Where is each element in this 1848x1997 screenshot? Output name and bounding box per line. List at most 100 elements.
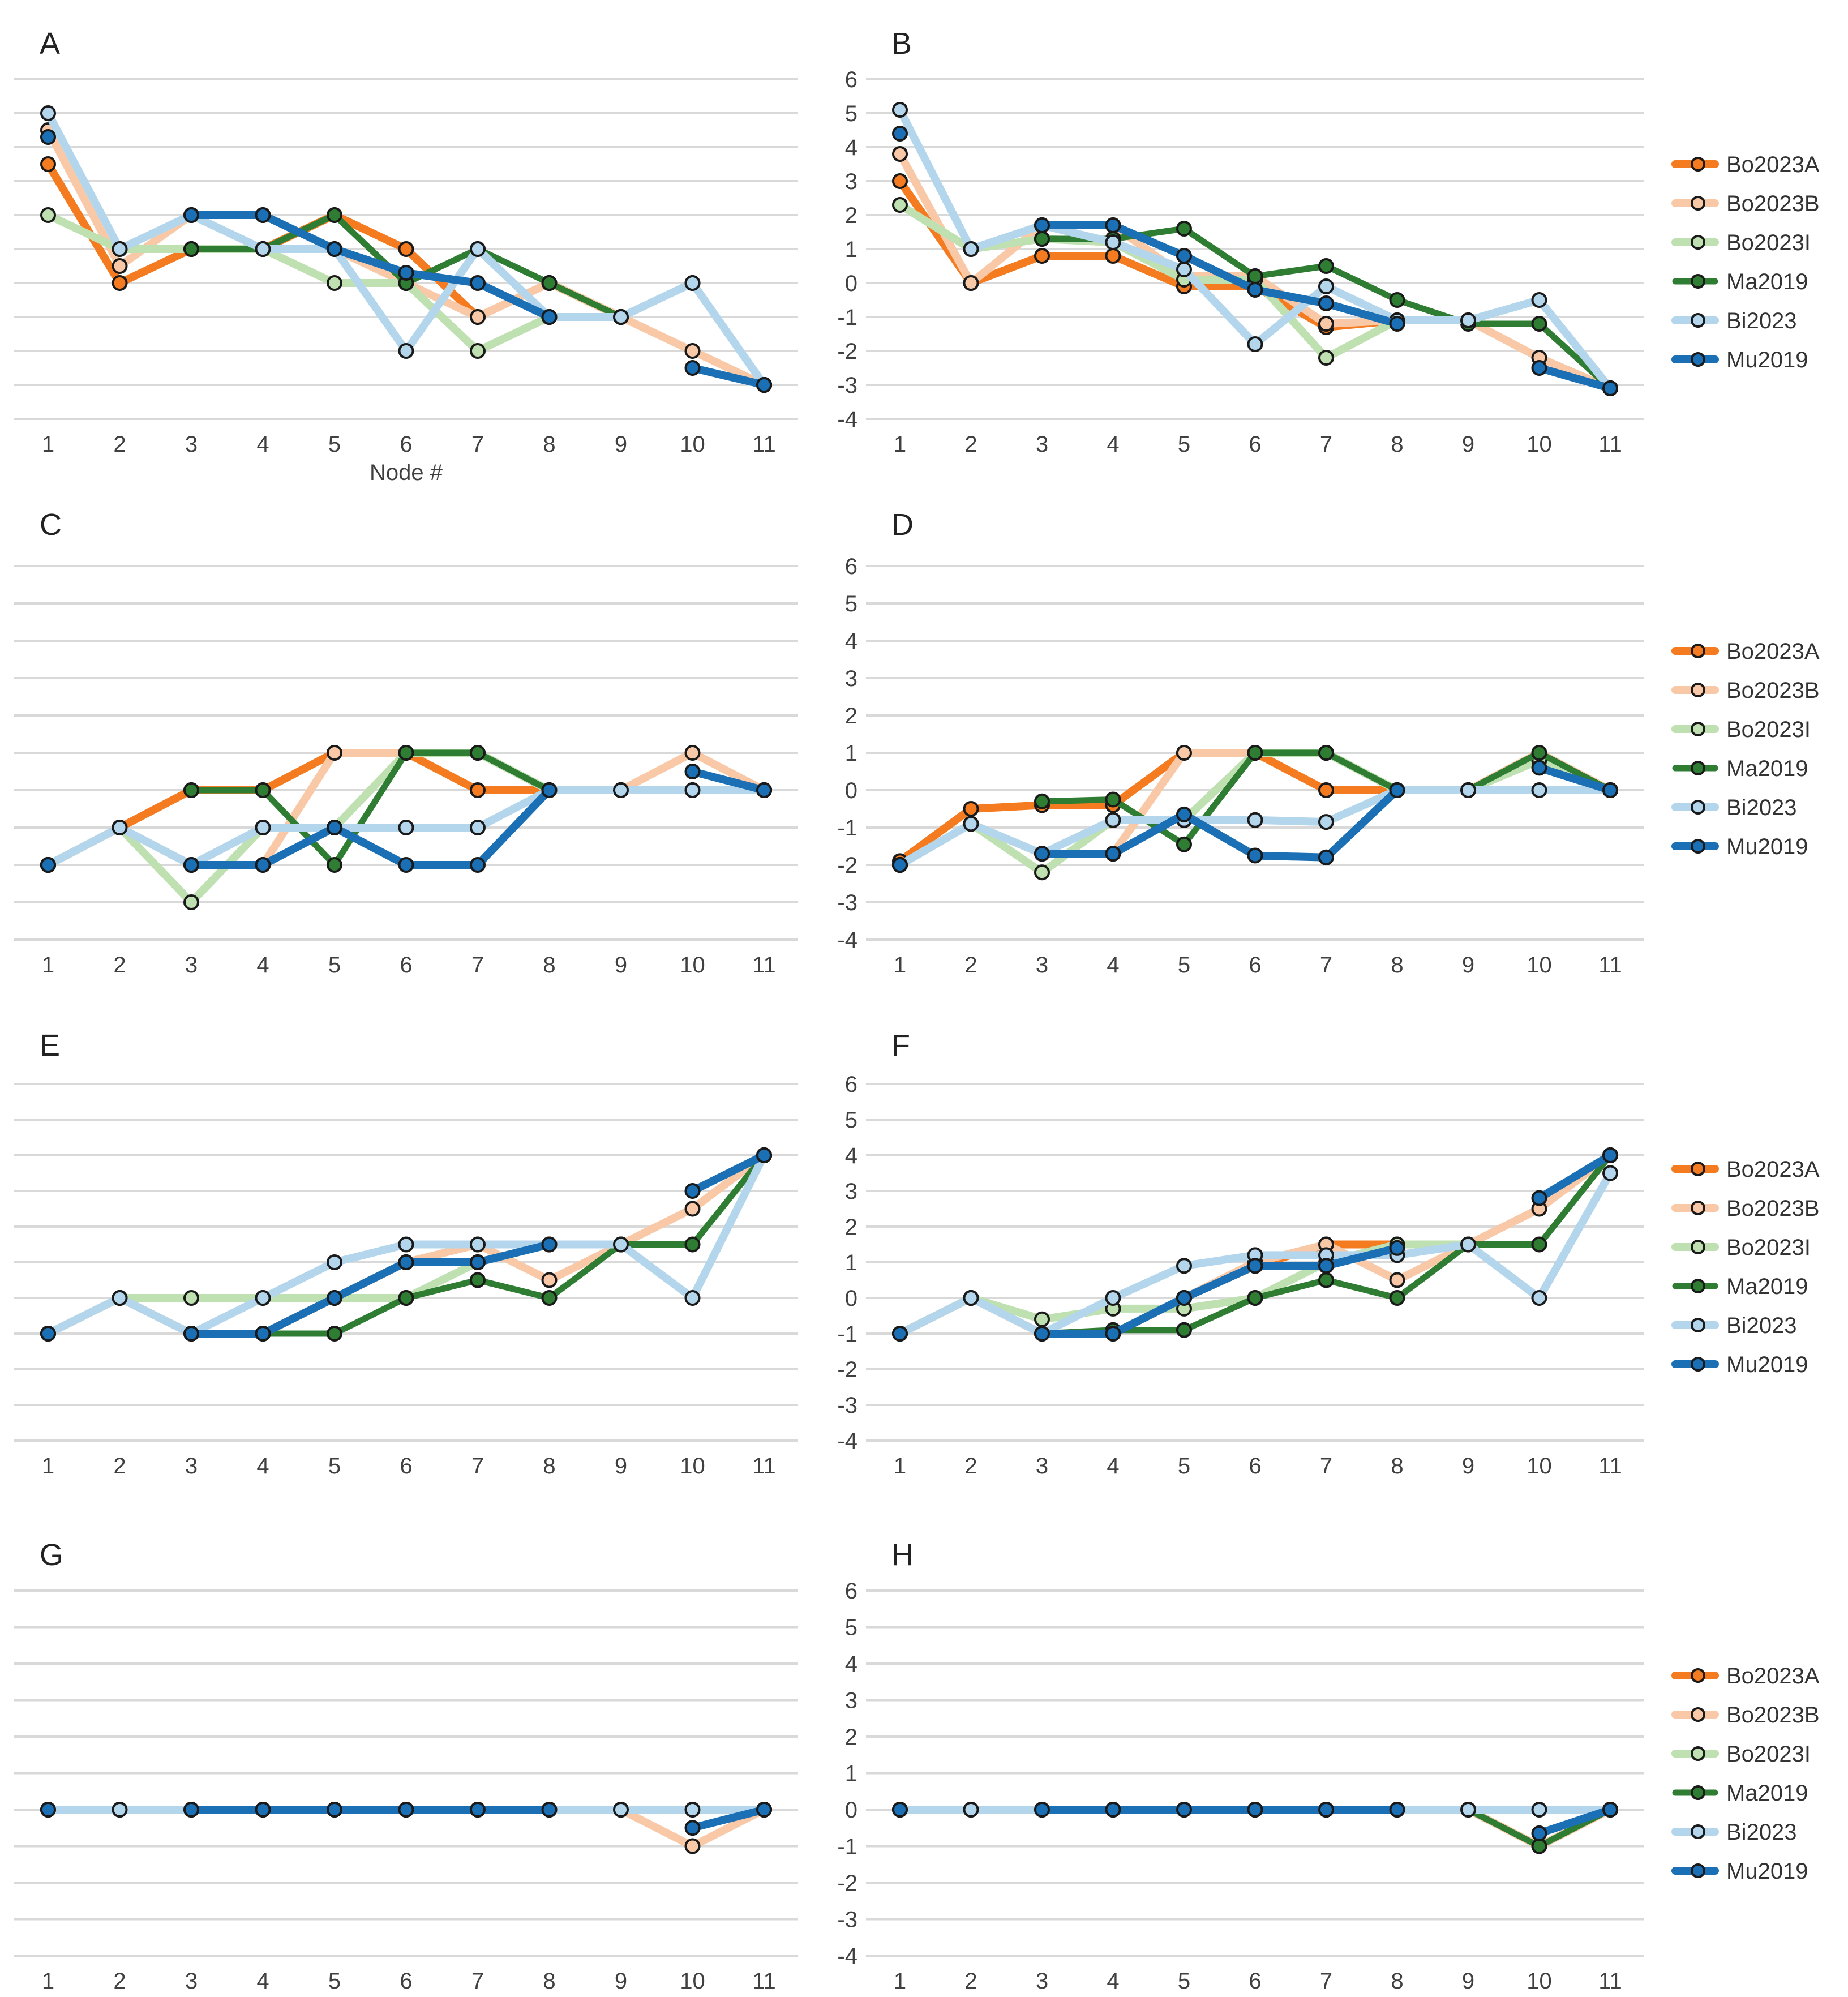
y-tick-label: 2 [845, 1215, 857, 1240]
panel-label: G [40, 1538, 63, 1572]
data-point [1247, 745, 1263, 761]
data-point [684, 1183, 701, 1199]
data-point [1176, 248, 1192, 264]
y-tick-label: 2 [845, 203, 857, 228]
data-point [327, 1326, 342, 1342]
data-point [1531, 1190, 1547, 1206]
panel-a: A 1 2 3 4 5 6 7 8 9 10 11 Node # [14, 27, 798, 485]
panel-label: B [891, 27, 912, 61]
legend-item: Bo2023I [1671, 230, 1811, 255]
data-point [327, 745, 342, 761]
x-tick-label: 4 [1107, 953, 1119, 978]
data-point [470, 1272, 486, 1288]
x-tick-label: 6 [400, 1454, 412, 1479]
x-tick-label: 8 [543, 432, 555, 457]
series-line [688, 768, 768, 794]
series-ma2019 [183, 207, 772, 393]
legend-marker [1691, 1357, 1705, 1372]
x-tick-label: 11 [752, 1454, 776, 1479]
data-point [1176, 745, 1192, 761]
data-point [541, 1290, 558, 1306]
data-point [183, 857, 199, 873]
legend-marker [1691, 761, 1705, 775]
y-tick-label: -4 [837, 1944, 857, 1969]
x-tick-label: 8 [543, 1969, 555, 1994]
x-tick-label: 3 [185, 953, 198, 978]
data-point [398, 857, 414, 873]
legend-marker [1691, 1863, 1705, 1878]
x-tick-label: 1 [42, 953, 54, 978]
series-line [188, 212, 768, 388]
y-tick-label: 1 [845, 1250, 857, 1275]
y-tick-label: 1 [845, 237, 857, 262]
legend-marker [1691, 274, 1705, 289]
data-point [1105, 1326, 1121, 1342]
data-point [892, 197, 908, 213]
data-point [613, 309, 629, 325]
x-tick-label: 5 [328, 1969, 341, 1994]
x-tick-label: 6 [400, 953, 412, 978]
data-point [1176, 806, 1192, 822]
x-tick-label: 11 [752, 432, 776, 457]
data-point [1531, 1838, 1547, 1854]
x-tick-label: 10 [1527, 1454, 1552, 1479]
series-line [1535, 364, 1614, 392]
series-line [1535, 1806, 1614, 1837]
data-point [470, 1236, 486, 1253]
data-point [1105, 217, 1121, 233]
data-point [398, 343, 414, 359]
data-point [1034, 1326, 1050, 1342]
data-point [398, 1290, 414, 1306]
legend-item: Bo2023A [1671, 152, 1820, 177]
x-tick-label: 10 [680, 1454, 705, 1479]
x-tick-label: 5 [1178, 1969, 1190, 1994]
y-tick-label: 0 [845, 1798, 857, 1823]
x-tick-label: 9 [1462, 1454, 1474, 1479]
x-tick-label: 7 [471, 953, 484, 978]
series-mu2019 [892, 126, 1618, 396]
x-tick-label: 3 [1036, 432, 1048, 457]
data-point [470, 820, 486, 835]
data-point [684, 1802, 701, 1818]
data-point [1176, 836, 1192, 852]
y-tick-label: 5 [845, 592, 857, 616]
data-point [40, 1802, 56, 1818]
data-point [1531, 292, 1547, 308]
series-line [1038, 786, 1401, 862]
data-point [963, 801, 979, 817]
data-point [470, 343, 486, 359]
y-tick-label: 1 [845, 1762, 857, 1786]
series-line [688, 1806, 768, 1832]
data-point [1247, 1290, 1263, 1306]
x-tick-label: 9 [1462, 432, 1474, 457]
data-point [398, 241, 414, 257]
x-tick-label: 2 [113, 1969, 126, 1994]
x-tick-label: 2 [964, 1454, 977, 1479]
x-tick-label: 8 [1391, 1969, 1403, 1994]
x-tick-label: 1 [42, 1969, 54, 1994]
data-point [1034, 864, 1050, 881]
legend-label: Ma2019 [1726, 1274, 1808, 1299]
panel-g: G 1 2 3 4 5 6 7 8 9 10 11 [14, 1538, 798, 1994]
legend-label: Bo2023A [1726, 1664, 1820, 1689]
legend-item: Bo2023A [1671, 1157, 1820, 1182]
x-tick-label: 2 [113, 432, 126, 457]
y-tick-label: -2 [837, 1871, 857, 1896]
legend-marker [1691, 1668, 1705, 1683]
x-tick-label: 11 [752, 953, 776, 978]
data-point [1318, 745, 1334, 761]
x-tick-label: 7 [1320, 1454, 1332, 1479]
data-point [398, 1236, 414, 1253]
data-point [183, 1802, 199, 1818]
y-tick-label: 4 [845, 629, 857, 654]
data-point [470, 309, 486, 325]
legend-item: Bi2023 [1671, 308, 1797, 333]
data-point [255, 820, 271, 835]
data-point [1602, 1165, 1618, 1181]
x-tick-label: 6 [1249, 953, 1261, 978]
y-tick-label: -1 [837, 816, 857, 841]
y-tick-label: -2 [837, 853, 857, 878]
x-tick-label: 6 [1249, 1969, 1261, 1994]
